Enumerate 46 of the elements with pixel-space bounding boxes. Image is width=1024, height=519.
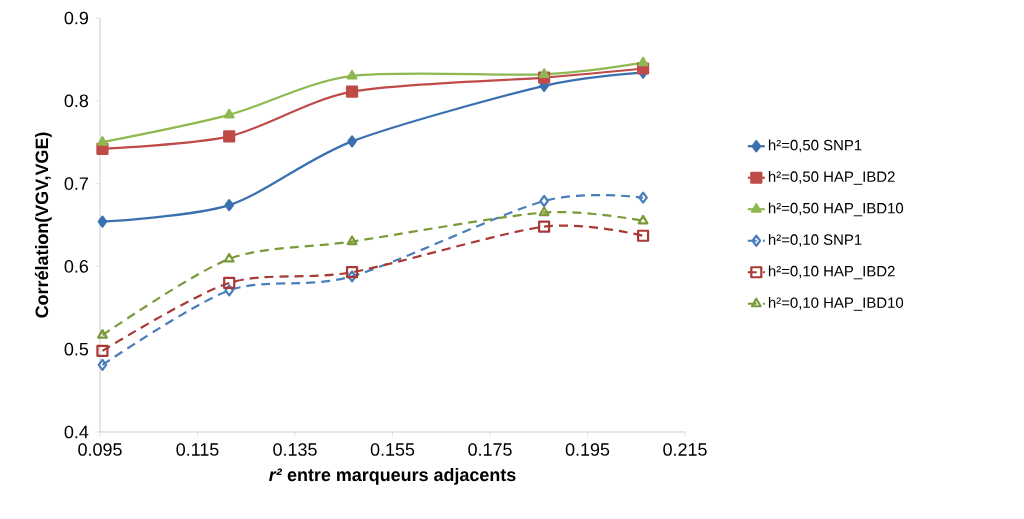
y-tick-label: 0.9	[64, 11, 88, 25]
point	[638, 191, 648, 204]
x-tick-label: 0.215	[663, 443, 707, 456]
point	[96, 344, 109, 357]
point	[223, 130, 236, 143]
legend-label: h²=0,50 HAP_IBD10	[768, 202, 904, 217]
y-tick-label: 0.4	[64, 425, 89, 439]
point	[97, 215, 108, 228]
y-tick-label: 0.8	[64, 94, 89, 108]
point	[97, 136, 108, 146]
x-tick-label: 0.095	[78, 443, 122, 456]
point	[347, 135, 357, 148]
point	[538, 206, 550, 217]
point	[346, 235, 358, 246]
legend-label: h²=0,10 HAP_IBD10	[768, 296, 904, 311]
point	[637, 56, 649, 67]
point	[637, 214, 649, 225]
point	[538, 68, 550, 78]
legend-label: h²=0,50 HAP_IBD2	[768, 170, 895, 185]
y-axis-title: Corrélation(VGV,VGE)	[34, 132, 52, 318]
y-tick-label: 0.7	[64, 177, 88, 190]
point	[224, 284, 235, 297]
point	[539, 194, 549, 208]
point	[223, 108, 235, 119]
point	[345, 266, 359, 279]
point	[224, 199, 235, 212]
legend-label: h²=0,50 SNP1	[768, 139, 862, 153]
point	[345, 85, 359, 98]
y-tick-label: 0.5	[64, 342, 89, 356]
point	[223, 276, 236, 290]
point	[97, 329, 108, 339]
x-tick-label: 0.195	[565, 443, 610, 456]
point	[538, 220, 551, 233]
point	[346, 69, 358, 80]
point	[636, 229, 650, 242]
point	[347, 270, 357, 283]
x-tick-label: 0.175	[468, 443, 512, 456]
x-axis-title: r² entre marqueurs adjacents	[269, 468, 516, 485]
x-tick-label: 0.135	[273, 443, 317, 456]
y-tick-label: 0.6	[64, 260, 89, 273]
point	[223, 252, 235, 263]
legend-label: h²=0,10 SNP1	[768, 233, 862, 247]
legend-label: h²=0,10 HAP_IBD2	[768, 265, 895, 280]
x-tick-label: 0.115	[176, 443, 219, 456]
x-tick-label: 0.155	[370, 443, 415, 456]
point	[97, 358, 108, 372]
